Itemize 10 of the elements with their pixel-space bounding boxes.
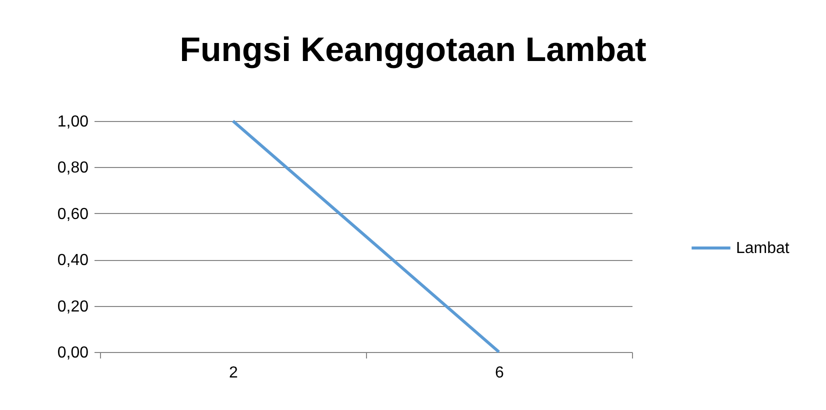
y-tick-label: 0,80: [57, 160, 89, 177]
x-tick-label: 2: [229, 364, 238, 382]
y-tick-label: 1,00: [57, 114, 89, 130]
y-tick-label: 0,60: [57, 206, 89, 223]
chart-title: Fungsi Keanggotaan Lambat: [180, 31, 646, 69]
y-tick-label: 0,20: [57, 298, 89, 316]
x-tick-label: 6: [495, 364, 504, 382]
legend-label: Lambat: [736, 240, 790, 257]
y-tick-label: 0,00: [57, 344, 89, 362]
y-tick-label: 0,40: [57, 252, 89, 270]
